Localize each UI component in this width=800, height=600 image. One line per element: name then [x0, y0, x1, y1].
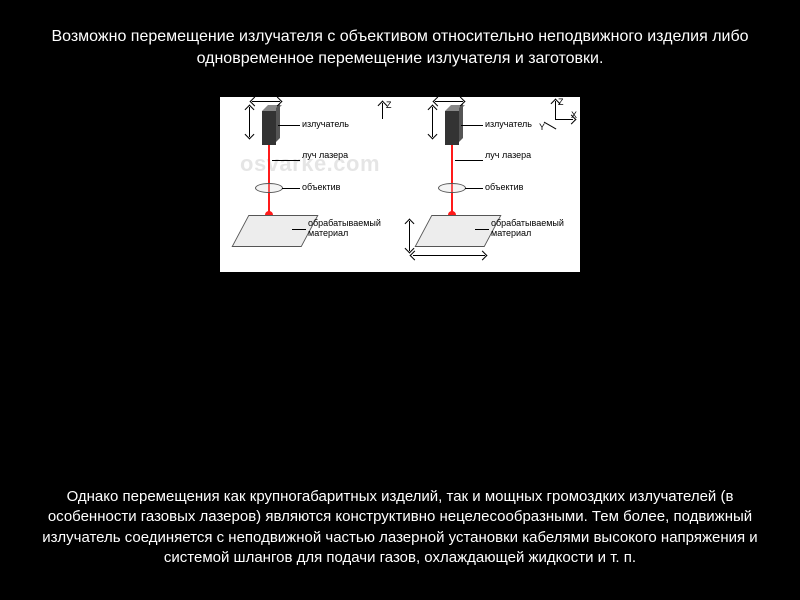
axis-z: Z — [558, 98, 564, 107]
laser-beam-icon — [268, 145, 270, 215]
right-schematic: излучатель луч лазера объектив обрабатыв… — [415, 97, 575, 272]
axis-y: Y — [539, 123, 545, 132]
label-emitter: излучатель — [302, 120, 349, 129]
axis-x: X — [571, 111, 577, 120]
label-material: обрабатываемый материал — [491, 219, 575, 238]
intro-paragraph: Возможно перемещение излучателя с объект… — [40, 26, 760, 69]
slide: Возможно перемещение излучателя с объект… — [0, 0, 800, 600]
workpiece-icon — [231, 215, 318, 247]
diagram-container: osvarke.com излучатель — [40, 97, 760, 272]
lens-icon — [438, 183, 466, 193]
label-material: обрабатываемый материал — [308, 219, 392, 238]
laser-beam-icon — [451, 145, 453, 215]
label-beam: луч лазера — [302, 151, 348, 160]
lens-icon — [255, 183, 283, 193]
axis-z-left: Z — [386, 101, 392, 110]
conclusion-paragraph: Однако перемещения как крупногабаритных … — [40, 487, 760, 580]
workpiece-icon — [414, 215, 501, 247]
laser-diagram: osvarke.com излучатель — [220, 97, 580, 272]
left-schematic: излучатель луч лазера объектив обрабатыв… — [232, 97, 392, 272]
label-lens: объектив — [485, 183, 523, 192]
label-beam: луч лазера — [485, 151, 531, 160]
label-lens: объектив — [302, 183, 340, 192]
label-emitter: излучатель — [485, 120, 532, 129]
